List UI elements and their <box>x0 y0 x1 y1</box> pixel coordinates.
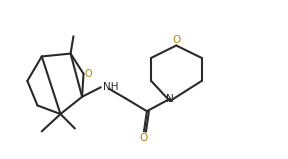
Text: O: O <box>172 35 180 45</box>
Text: O: O <box>85 69 92 79</box>
Text: O: O <box>140 133 148 143</box>
Text: N: N <box>166 94 174 104</box>
Text: NH: NH <box>103 82 118 92</box>
